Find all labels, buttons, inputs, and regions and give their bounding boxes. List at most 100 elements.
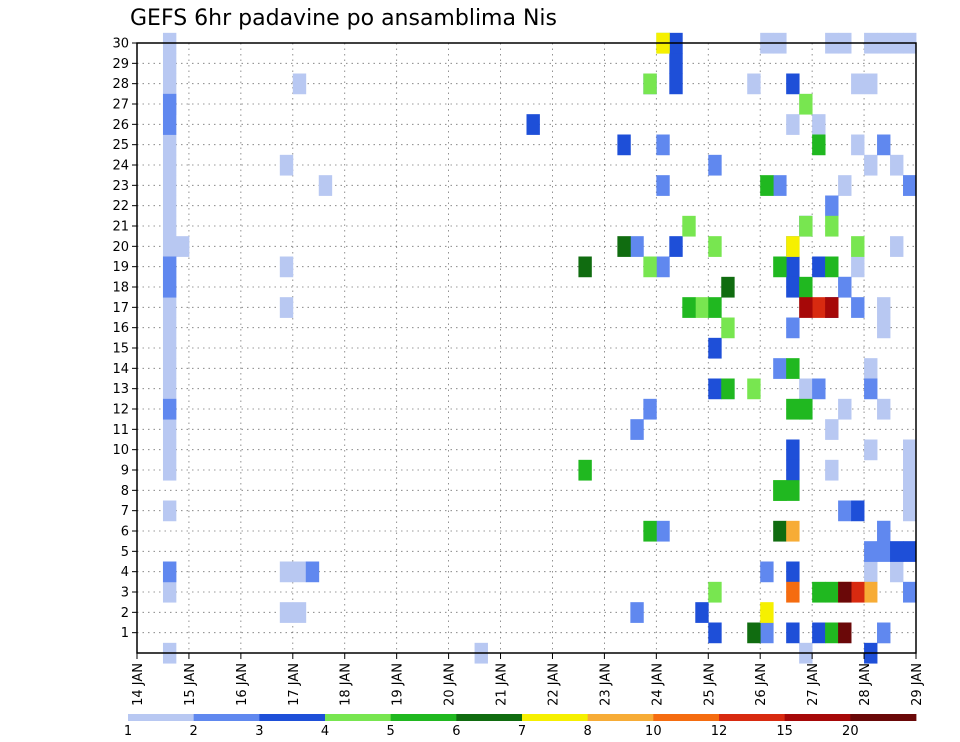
heatmap-cell [851, 297, 865, 318]
legend-label: 3 [255, 724, 263, 739]
heatmap-cell [877, 541, 891, 562]
legend-label: 2 [190, 724, 198, 739]
heatmap-cell [162, 439, 177, 461]
heatmap-cells [162, 32, 917, 664]
legend-swatch [653, 714, 720, 721]
heatmap-cell [903, 459, 917, 481]
legend-label: 10 [645, 724, 662, 739]
heatmap-cell [773, 520, 787, 542]
heatmap-cell [578, 256, 592, 278]
x-tick-label: 24 JAN [650, 663, 665, 706]
y-tick-label: 21 [112, 220, 129, 235]
legend-swatch [784, 714, 851, 721]
heatmap-cell [630, 602, 644, 623]
y-tick-label: 11 [112, 423, 129, 438]
heatmap-cell [838, 622, 852, 644]
heatmap-cell [656, 256, 670, 278]
heatmap-cell [708, 337, 722, 359]
heatmap-cell [851, 73, 865, 95]
heatmap-cell [162, 500, 177, 522]
legend-swatch [259, 714, 326, 721]
heatmap-cell [695, 297, 709, 318]
x-tick-label: 27 JAN [806, 663, 821, 706]
heatmap-cell [162, 297, 177, 318]
heatmap-cell [162, 337, 177, 359]
heatmap-cell [903, 581, 917, 603]
heatmap-cell [838, 175, 852, 196]
y-tick-label: 5 [121, 545, 129, 560]
heatmap-cell [630, 419, 644, 440]
legend-label: 5 [387, 724, 395, 739]
x-tick-label: 22 JAN [546, 663, 561, 706]
legend-label: 7 [518, 724, 526, 739]
y-tick-label: 3 [121, 586, 129, 601]
heatmap-cell [786, 520, 800, 542]
heatmap-cell [162, 398, 177, 420]
heatmap-cell [786, 114, 800, 135]
legend-swatch [193, 714, 260, 721]
heatmap-cell [747, 378, 761, 400]
heatmap-cell [643, 520, 657, 542]
heatmap-cell [838, 500, 852, 522]
heatmap-cell [760, 602, 774, 623]
heatmap-cell [708, 378, 722, 400]
heatmap-cell [721, 276, 735, 298]
heatmap-cell [175, 236, 190, 257]
legend-label: 20 [842, 724, 859, 739]
heatmap-cell [162, 581, 177, 603]
heatmap-cell [799, 93, 813, 115]
heatmap-cell [890, 561, 904, 583]
heatmap-cell [903, 175, 917, 196]
legend-swatch [587, 714, 654, 721]
heatmap-cell [903, 541, 917, 562]
heatmap-cell [695, 602, 709, 623]
legend-label: 15 [776, 724, 793, 739]
heatmap-cell [864, 439, 878, 461]
heatmap-cell [656, 175, 670, 196]
heatmap-cell [162, 93, 177, 115]
heatmap-cell [786, 236, 800, 257]
heatmap-cell [851, 500, 865, 522]
heatmap-cell [903, 439, 917, 461]
heatmap-cell [162, 459, 177, 481]
heatmap-cell [292, 73, 307, 95]
heatmap-cell [877, 317, 891, 339]
heatmap-cell [877, 398, 891, 420]
heatmap-cell [786, 398, 800, 420]
y-tick-label: 12 [112, 403, 129, 418]
heatmap-cell [851, 256, 865, 278]
heatmap-cell [162, 215, 177, 237]
heatmap-cell [162, 175, 177, 196]
heatmap-cell [656, 520, 670, 542]
heatmap-cell [162, 256, 177, 278]
x-tick-label: 20 JAN [443, 663, 458, 706]
heatmap-cell [799, 276, 813, 298]
heatmap-cell [864, 154, 878, 176]
heatmap-cell [708, 297, 722, 318]
heatmap-cell [903, 500, 917, 522]
heatmap-cell [162, 419, 177, 440]
heatmap-cell [812, 256, 826, 278]
heatmap-cell [786, 73, 800, 95]
heatmap-cell [669, 236, 683, 257]
heatmap-cell [786, 581, 800, 603]
legend-swatch [719, 714, 786, 721]
x-tick-label: 17 JAN [287, 663, 302, 706]
y-tick-label: 19 [112, 260, 129, 275]
x-tick-label: 21 JAN [495, 663, 510, 706]
heatmap-cell [786, 358, 800, 379]
heatmap-cell [162, 378, 177, 400]
heatmap-cell [799, 378, 813, 400]
heatmap-cell [760, 561, 774, 583]
heatmap-cell [630, 236, 644, 257]
y-tick-label: 29 [112, 57, 129, 72]
legend-label: 4 [321, 724, 329, 739]
heatmap-cell [864, 541, 878, 562]
y-tick-label: 13 [112, 382, 129, 397]
heatmap-cell [786, 561, 800, 583]
heatmap-cell [617, 236, 631, 257]
heatmap-cell [760, 622, 774, 644]
heatmap-cell [162, 358, 177, 379]
heatmap-cell [799, 297, 813, 318]
heatmap-cell [162, 236, 177, 257]
